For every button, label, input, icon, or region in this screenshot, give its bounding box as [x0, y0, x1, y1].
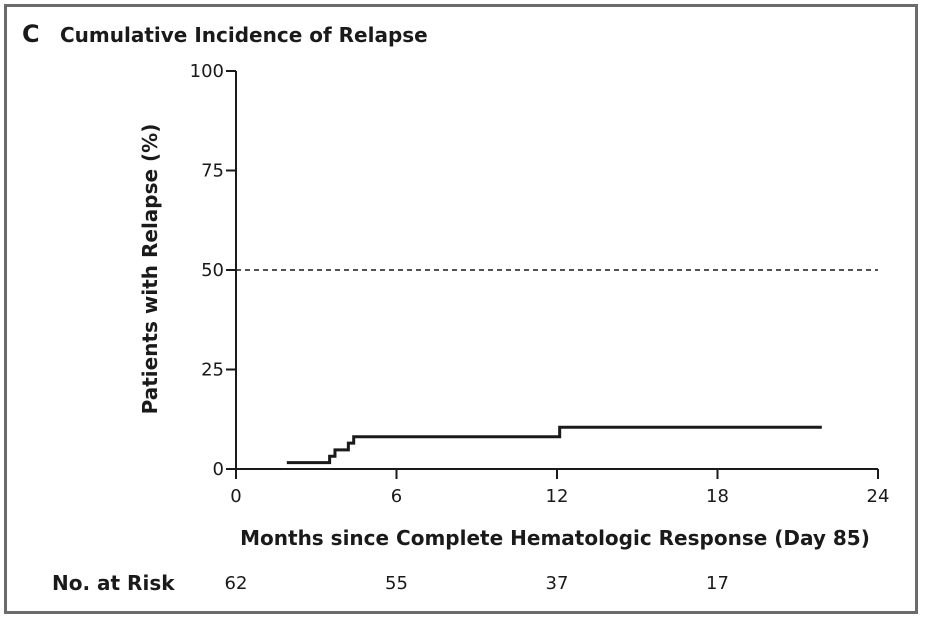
series-group — [286, 425, 822, 465]
y-axis-ticks: 0 25 50 75 100 — [190, 61, 236, 480]
x-axis-ticks: 0 6 12 18 24 — [230, 469, 889, 507]
risk-table-label: No. at Risk — [52, 571, 175, 595]
risk-table-value: 55 — [385, 573, 408, 594]
panel-title: Cumulative Incidence of Relapse — [60, 23, 428, 47]
risk-table-value: 17 — [706, 573, 729, 594]
risk-table-value: 37 — [546, 573, 569, 594]
x-tick-label: 24 — [867, 486, 890, 507]
x-tick-label: 6 — [391, 486, 402, 507]
x-axis-title: Months since Complete Hematologic Respon… — [240, 526, 870, 550]
relapse-step-curve — [286, 425, 822, 465]
risk-table-value: 62 — [225, 573, 248, 594]
risk-table-values: 62 55 37 17 — [225, 573, 729, 594]
x-tick-label: 18 — [706, 486, 729, 507]
y-axis-title: Patients with Relapse (%) — [138, 124, 162, 415]
y-tick-label: 100 — [190, 61, 224, 82]
y-tick-label: 75 — [201, 161, 224, 182]
y-tick-label: 50 — [201, 260, 224, 281]
y-tick-label: 25 — [201, 360, 224, 381]
panel-letter: C — [22, 20, 40, 48]
y-tick-label: 0 — [213, 459, 224, 480]
figure-panel — [4, 4, 918, 614]
x-tick-label: 12 — [546, 486, 569, 507]
x-tick-label: 0 — [230, 486, 241, 507]
